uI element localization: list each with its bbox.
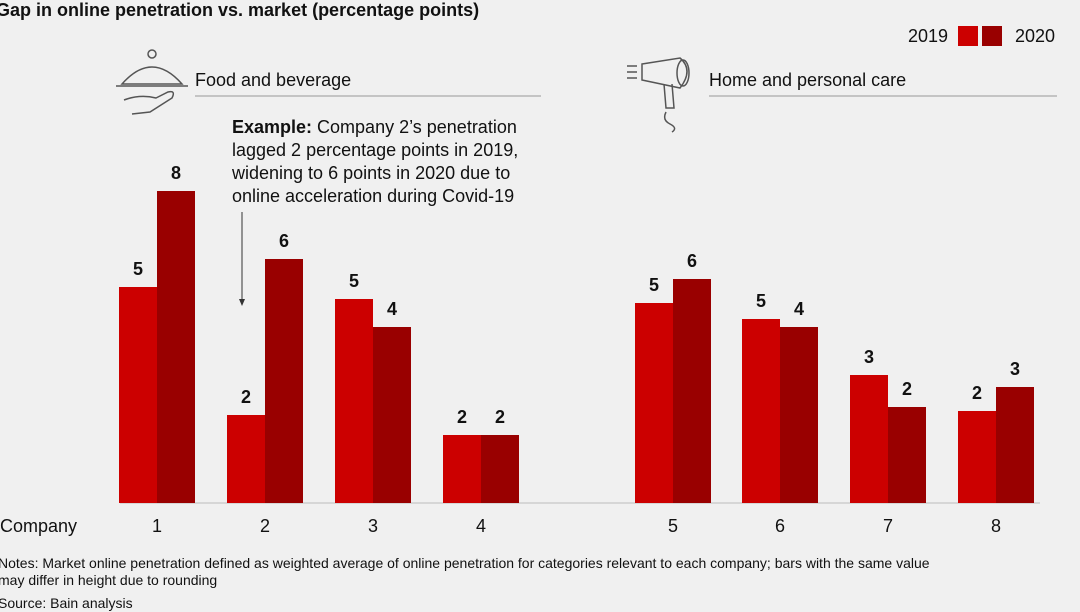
value-label: 5 — [756, 291, 766, 311]
bar — [481, 435, 519, 503]
bar — [119, 287, 157, 503]
annotation: Example: Company 2’s penetration lagged 2… — [231, 117, 523, 206]
value-label: 6 — [279, 231, 289, 251]
annotation-lead: Example: — [232, 117, 312, 137]
bar — [742, 319, 780, 503]
bar — [673, 279, 711, 503]
legend-swatch — [958, 26, 978, 46]
annotation-line: lagged 2 percentage points in 2019, — [232, 140, 518, 160]
notes: Notes: Market online penetration defined… — [0, 555, 930, 571]
value-label: 5 — [649, 275, 659, 295]
x-tick-label: 2 — [260, 516, 270, 536]
bar — [443, 435, 481, 503]
x-tick-label: 7 — [883, 516, 893, 536]
value-label: 2 — [457, 407, 467, 427]
value-label: 8 — [171, 163, 181, 183]
x-tick-label: 4 — [476, 516, 486, 536]
legend-label: 2019 — [908, 26, 948, 46]
value-label: 5 — [133, 259, 143, 279]
x-tick-label: 1 — [152, 516, 162, 536]
value-label: 5 — [349, 271, 359, 291]
bar — [157, 191, 195, 503]
bar — [335, 299, 373, 503]
x-tick-label: 5 — [668, 516, 678, 536]
bar — [888, 407, 926, 503]
bar — [958, 411, 996, 503]
legend-label: 2020 — [1015, 26, 1055, 46]
group-label: Home and personal care — [709, 70, 906, 90]
source: Source: Bain analysis — [0, 595, 133, 611]
value-label: 4 — [387, 299, 397, 319]
bar — [373, 327, 411, 503]
group-label: Food and beverage — [195, 70, 351, 90]
annotation-line: widening to 6 points in 2020 due to — [231, 163, 510, 183]
annotation-arrowhead — [239, 299, 245, 306]
x-axis-label: Company — [0, 516, 77, 536]
bar — [265, 259, 303, 503]
value-label: 2 — [241, 387, 251, 407]
value-label: 2 — [495, 407, 505, 427]
food-icon — [116, 49, 188, 115]
value-label: 2 — [972, 383, 982, 403]
bar — [227, 415, 265, 503]
x-tick-label: 6 — [775, 516, 785, 536]
legend-swatch — [982, 26, 1002, 46]
bar — [635, 303, 673, 503]
value-label: 2 — [902, 379, 912, 399]
value-label: 3 — [864, 347, 874, 367]
x-tick-label: 3 — [368, 516, 378, 536]
annotation-line: online acceleration during Covid-19 — [232, 186, 514, 206]
value-label: 4 — [794, 299, 804, 319]
value-label: 3 — [1010, 359, 1020, 379]
value-label: 6 — [687, 251, 697, 271]
bar — [996, 387, 1034, 503]
dryer-icon — [627, 57, 690, 133]
notes: may differ in height due to rounding — [0, 572, 217, 588]
x-tick-label: 8 — [991, 516, 1001, 536]
bar — [780, 327, 818, 503]
bar — [850, 375, 888, 503]
chart-title: Gap in online penetration vs. market (pe… — [0, 0, 479, 20]
annotation-line: Company 2’s penetration — [317, 117, 517, 137]
